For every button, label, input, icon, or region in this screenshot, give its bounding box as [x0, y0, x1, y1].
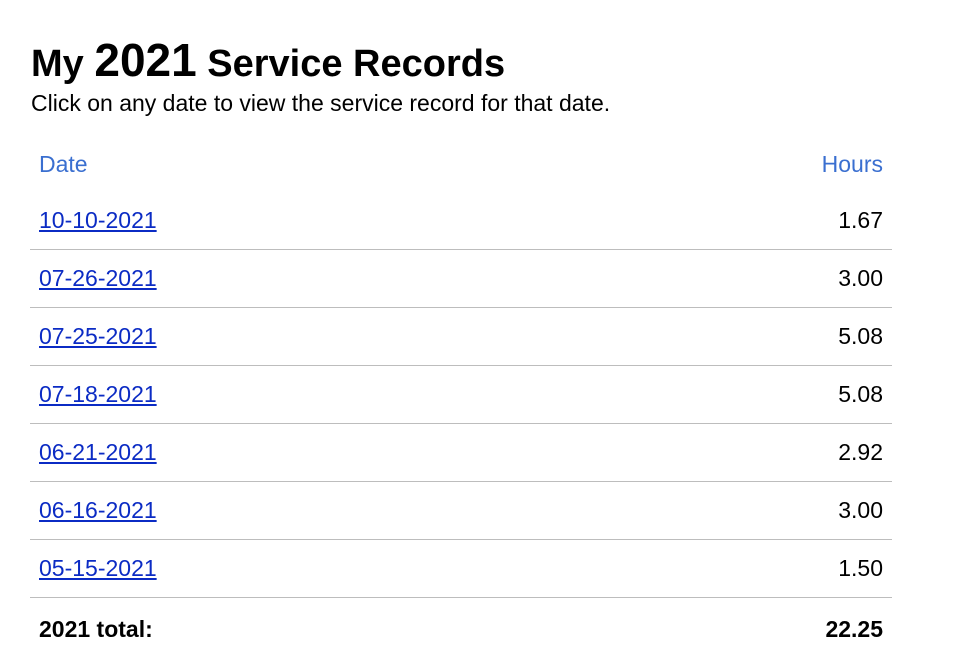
table-row: 06-16-2021 3.00: [30, 481, 892, 540]
hours-cell: 1.50: [573, 539, 892, 598]
table-row: 07-18-2021 5.08: [30, 365, 892, 424]
title-year: 2021: [94, 34, 197, 86]
date-link[interactable]: 07-26-2021: [39, 265, 157, 291]
page-title: My 2021 Service Records: [31, 34, 506, 86]
date-cell: 07-18-2021: [30, 365, 574, 424]
total-row: 2021 total: 22.25: [30, 598, 892, 661]
date-cell: 06-16-2021: [30, 481, 574, 540]
table-header-row: Date Hours: [30, 136, 892, 192]
date-cell: 07-25-2021: [30, 307, 574, 366]
date-cell: 10-10-2021: [30, 192, 574, 250]
date-cell: 07-26-2021: [30, 249, 574, 308]
service-records-table: Date Hours 10-10-2021 1.67 07-26-2021 3.00 0…: [30, 136, 892, 660]
date-link[interactable]: 06-16-2021: [39, 497, 157, 523]
hours-cell: 5.08: [573, 365, 892, 424]
table-row: 05-15-2021 1.50: [30, 539, 892, 598]
table-row: 07-26-2021 3.00: [30, 249, 892, 308]
date-link[interactable]: 05-15-2021: [39, 555, 157, 581]
date-link[interactable]: 06-21-2021: [39, 439, 157, 465]
column-header-hours: Hours: [821, 150, 883, 177]
instructions: Click on any date to view the service re…: [31, 90, 611, 116]
table-row: 06-21-2021 2.92: [30, 423, 892, 482]
column-header-date: Date: [39, 150, 88, 177]
date-cell: 05-15-2021: [30, 539, 574, 598]
hours-cell: 5.08: [573, 307, 892, 366]
total-hours: 22.25: [825, 615, 883, 642]
date-link[interactable]: 10-10-2021: [39, 207, 157, 233]
date-link[interactable]: 07-25-2021: [39, 323, 157, 349]
hours-cell: 3.00: [573, 481, 892, 540]
date-link[interactable]: 07-18-2021: [39, 381, 157, 407]
date-cell: 06-21-2021: [30, 423, 574, 482]
hours-cell: 2.92: [573, 423, 892, 482]
total-label: 2021 total:: [39, 615, 153, 642]
table-row: 07-25-2021 5.08: [30, 307, 892, 366]
hours-cell: 3.00: [573, 249, 892, 308]
table-row: 10-10-2021 1.67: [30, 192, 892, 250]
hours-cell: 1.67: [573, 192, 892, 250]
